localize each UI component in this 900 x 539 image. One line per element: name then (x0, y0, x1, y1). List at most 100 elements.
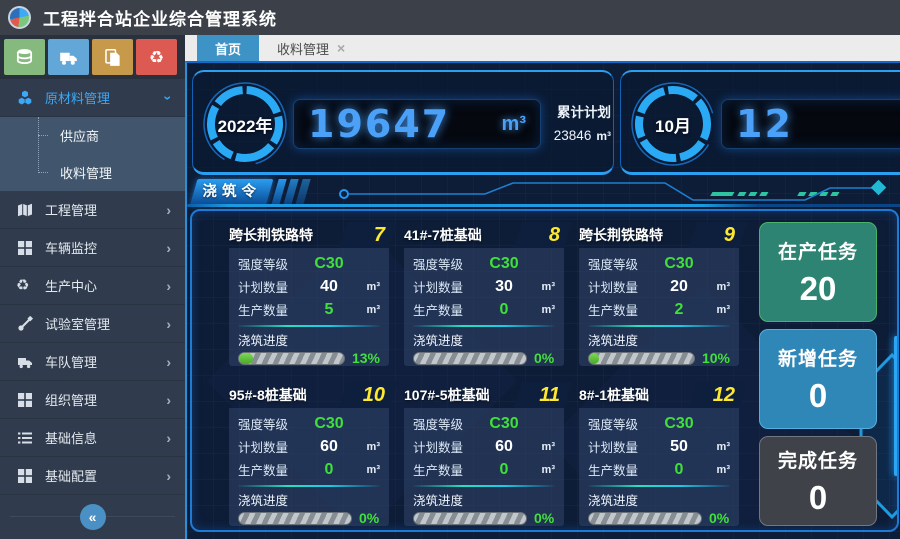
progress-bar (588, 351, 695, 365)
sidebar-item-vehicle-monitoring[interactable]: 车辆监控 › (0, 229, 185, 267)
tasks-panel: 跨长荆铁路特 7 强度等级 C30 计划数量 40 m³ 生产数量 5 m³ 浇筑进度 1… (190, 209, 899, 532)
task-card-body: 强度等级 C30 计划数量 40 m³ 生产数量 5 m³ 浇筑进度 13% (229, 248, 389, 366)
chevron-right-icon: › (166, 467, 171, 484)
plan-value: 20 (670, 277, 688, 295)
plan-label: 计划数量 (238, 441, 289, 455)
in-production-tasks-tile[interactable]: 在产任务 20 (759, 222, 877, 322)
unit-label: m³ (366, 440, 380, 453)
progress-percent: 13% (351, 350, 380, 366)
prod-label: 生产数量 (413, 464, 464, 478)
tile-label: 新增任务 (777, 348, 858, 370)
tab-material-receiving[interactable]: 收料管理 × (259, 35, 363, 61)
recycle-icon: ♻ (148, 47, 165, 67)
month-total-display: 12 (721, 99, 900, 149)
year-total-display: 19647 m³ (293, 99, 541, 149)
chevron-down-icon: › (160, 95, 177, 100)
task-card[interactable]: 107#-5桩基础 11 强度等级 C30 计划数量 60 m³ 生产数量 0 m³ 浇筑… (404, 382, 564, 528)
sidebar-item-basic-config[interactable]: 基础配置 › (0, 457, 185, 495)
chevron-right-icon: › (166, 315, 171, 332)
card-divider (238, 325, 380, 327)
sidebar-item-material-receiving[interactable]: 收料管理 (0, 154, 185, 191)
plan-label: 计划数量 (238, 281, 289, 295)
band-underline (187, 204, 900, 207)
task-card-body: 强度等级 C30 计划数量 30 m³ 生产数量 0 m³ 浇筑进度 0% (404, 248, 564, 366)
task-number-badge: 12 (689, 382, 739, 408)
grid-icon (18, 392, 32, 407)
plan-label: 计划数量 (588, 281, 639, 295)
chevron-right-icon: › (166, 353, 171, 370)
prod-label: 生产数量 (413, 304, 464, 318)
section-title: 浇筑令 (202, 184, 261, 200)
year-total-unit: m³ (501, 112, 526, 135)
app-logo-icon (8, 6, 31, 29)
task-number-badge: 10 (339, 382, 389, 408)
progress-bar (588, 511, 702, 525)
chevron-right-icon: › (166, 429, 171, 446)
sidebar-collapse-button[interactable]: « (79, 504, 106, 530)
unit-label: m³ (541, 303, 555, 316)
cumulative-plan-value: 23846 (553, 128, 592, 143)
grade-label: 强度等级 (588, 418, 639, 432)
documents-button[interactable] (92, 39, 133, 75)
sidebar-item-suppliers[interactable]: 供应商 (0, 117, 185, 154)
panel-right-accent (894, 336, 897, 476)
sidebar-item-project-management[interactable]: 工程管理 › (0, 191, 185, 229)
chevron-right-icon: › (166, 391, 171, 408)
tab-home[interactable]: 首页 (197, 35, 260, 61)
sidebar-item-label: 工程管理 (45, 203, 98, 218)
tab-label: 首页 (215, 41, 242, 57)
task-card[interactable]: 跨长荆铁路特 9 强度等级 C30 计划数量 20 m³ 生产数量 2 m³ 浇筑进度 1… (579, 222, 739, 368)
month-total-value: 12 (736, 102, 793, 146)
chevron-right-icon: › (166, 277, 171, 294)
app-title: 工程拌合站企业综合管理系统 (43, 10, 277, 29)
card-divider (413, 485, 555, 487)
grade-value: C30 (314, 414, 344, 432)
recycle-button[interactable]: ♻ (136, 39, 177, 75)
sidebar-item-laboratory-management[interactable]: 试验室管理 › (0, 305, 185, 343)
progress-percent: 0% (359, 510, 380, 526)
grade-value: C30 (489, 414, 519, 432)
tab-bar: 首页 收料管理 × (185, 35, 900, 61)
task-card[interactable]: 41#-7桩基础 8 强度等级 C30 计划数量 30 m³ 生产数量 0 m³ 浇筑进度… (404, 222, 564, 368)
main-area: 首页 收料管理 × 2022年 19647 m³ (185, 35, 900, 539)
vehicle-button[interactable] (48, 39, 89, 75)
tile-value: 0 (808, 376, 828, 414)
completed-tasks-tile[interactable]: 完成任务 0 (759, 436, 877, 526)
materials-database-button[interactable] (4, 39, 45, 75)
grade-label: 强度等级 (238, 258, 289, 272)
sidebar-item-fleet-management[interactable]: 车队管理 › (0, 343, 185, 381)
grade-value: C30 (314, 254, 344, 272)
sidebar-item-label: 试验室管理 (45, 317, 111, 332)
task-card[interactable]: 95#-8桩基础 10 强度等级 C30 计划数量 60 m³ 生产数量 0 m³ 浇筑进… (229, 382, 389, 528)
progress-label: 浇筑进度 (413, 334, 464, 348)
year-gauge: 2022年 (201, 80, 289, 168)
sidebar-item-organization-management[interactable]: 组织管理 › (0, 381, 185, 419)
card-divider (588, 325, 730, 327)
month-gauge-label: 10月 (655, 116, 691, 136)
sidebar-item-production-center[interactable]: ♻ 生产中心 › (0, 267, 185, 305)
truck-icon (18, 357, 32, 368)
unit-label: m³ (366, 463, 380, 476)
task-card[interactable]: 跨长荆铁路特 7 强度等级 C30 计划数量 40 m³ 生产数量 5 m³ 浇筑进度 1… (229, 222, 389, 368)
sidebar-item-label: 车队管理 (45, 355, 98, 370)
prod-value: 0 (324, 460, 334, 478)
year-production-panel: 2022年 19647 m³ 累计计划 23846 m³ (192, 70, 614, 175)
plan-value: 40 (320, 277, 338, 295)
plan-value: 60 (495, 437, 513, 455)
plan-value: 50 (670, 437, 688, 455)
sidebar-item-basic-info[interactable]: 基础信息 › (0, 419, 185, 457)
close-icon[interactable]: × (337, 40, 346, 56)
task-title: 8#-1桩基础 (579, 387, 650, 403)
card-divider (238, 485, 380, 487)
submenu-guide-line (38, 117, 39, 173)
cumulative-plan-label: 累计计划 (557, 105, 611, 120)
grid-icon (18, 468, 32, 483)
grade-label: 强度等级 (238, 418, 289, 432)
unit-label: m³ (541, 280, 555, 293)
task-number-badge: 11 (514, 382, 564, 408)
task-title: 95#-8桩基础 (229, 387, 307, 403)
new-tasks-tile[interactable]: 新增任务 0 (759, 329, 877, 429)
truck-icon (60, 52, 77, 65)
task-card[interactable]: 8#-1桩基础 12 强度等级 C30 计划数量 50 m³ 生产数量 0 m³ 浇筑进度… (579, 382, 739, 528)
sidebar-item-raw-materials[interactable]: 原材料管理 › (0, 79, 185, 117)
